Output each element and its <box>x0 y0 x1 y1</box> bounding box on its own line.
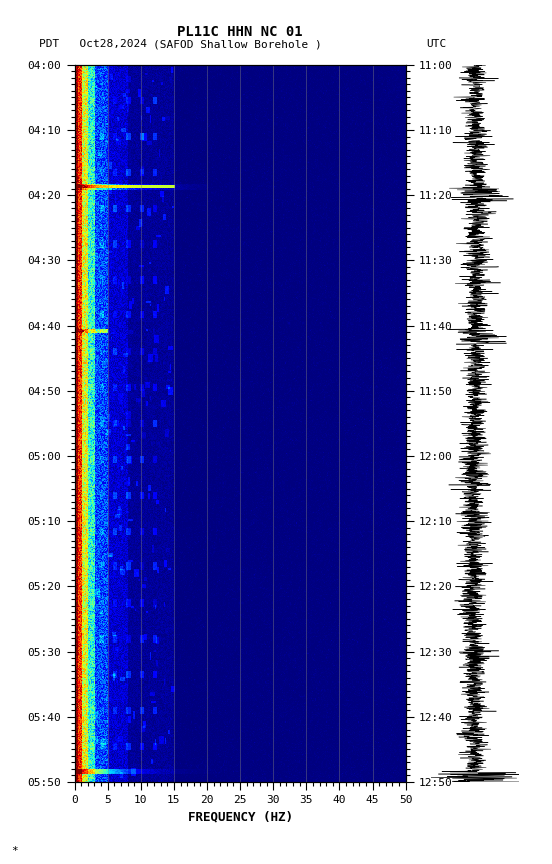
Text: PDT   Oct28,2024: PDT Oct28,2024 <box>39 39 147 49</box>
Text: (SAFOD Shallow Borehole ): (SAFOD Shallow Borehole ) <box>153 39 322 49</box>
X-axis label: FREQUENCY (HZ): FREQUENCY (HZ) <box>188 810 293 823</box>
Text: UTC: UTC <box>426 39 446 49</box>
Text: PL11C HHN NC 01: PL11C HHN NC 01 <box>177 25 303 39</box>
Text: *: * <box>11 846 18 855</box>
